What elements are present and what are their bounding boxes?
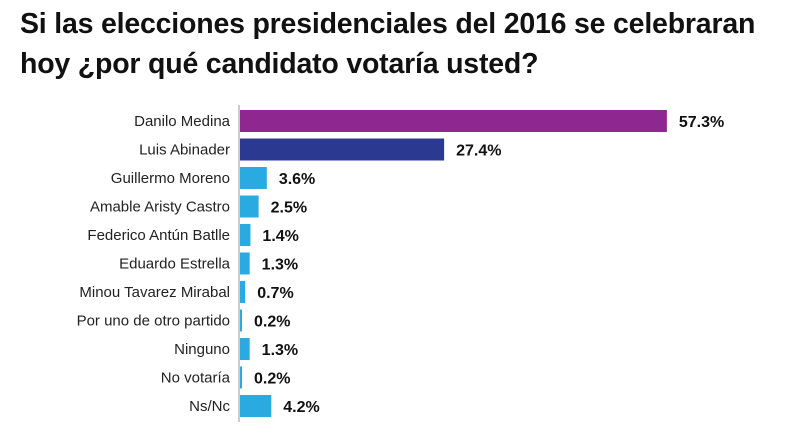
category-label: Danilo Medina [134, 113, 231, 130]
value-label: 4.2% [283, 399, 319, 416]
category-label: Ns/Nc [189, 398, 230, 415]
value-label: 1.4% [262, 228, 298, 245]
bar [240, 252, 250, 275]
value-label: 3.6% [279, 171, 315, 188]
value-label: 0.2% [254, 314, 290, 331]
category-label: Ninguno [174, 341, 230, 358]
value-label: 2.5% [271, 200, 307, 217]
chart-title: Si las elecciones presidenciales del 201… [20, 8, 756, 80]
category-label: Minou Tavarez Mirabal [79, 284, 230, 301]
bar [240, 338, 250, 360]
bar [240, 167, 267, 189]
category-label: Federico Antún Batlle [87, 227, 230, 244]
bar [240, 138, 445, 161]
value-label: 57.3% [679, 114, 724, 131]
value-label: 0.7% [257, 285, 293, 302]
category-label: Luis Abinader [139, 142, 230, 159]
value-label: 1.3% [262, 342, 298, 359]
category-label: No votaría [161, 370, 231, 387]
bar [240, 110, 667, 132]
bar [240, 195, 259, 218]
value-label: 1.3% [262, 257, 298, 274]
category-label: Guillermo Moreno [111, 170, 230, 187]
category-label: Eduardo Estrella [119, 256, 231, 273]
category-label: Amable Aristy Castro [90, 199, 230, 216]
bar [240, 366, 242, 389]
bar [240, 395, 272, 417]
bar [240, 224, 251, 246]
bar [240, 281, 246, 303]
value-label: 0.2% [254, 371, 290, 388]
bar [240, 309, 242, 332]
value-label: 27.4% [456, 143, 501, 160]
category-label: Por uno de otro partido [77, 313, 230, 330]
